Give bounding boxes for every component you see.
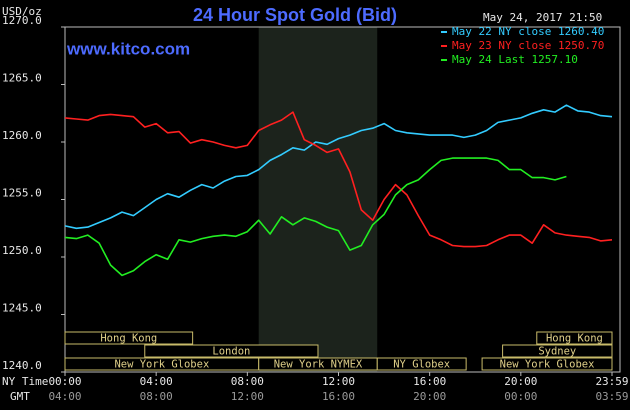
- y-tick-label: 1265.0: [2, 72, 42, 85]
- unit-label: USD/oz: [2, 5, 42, 18]
- series-line: [64, 157, 567, 277]
- session-label: Hong Kong: [546, 333, 603, 345]
- session-label: New York Globex: [114, 359, 209, 371]
- x-tick-label: 12:00: [322, 375, 355, 388]
- gmt-tick-label: 00:00: [504, 390, 537, 403]
- session-box: [536, 331, 613, 345]
- session-label: Hong Kong: [100, 333, 157, 345]
- session-label: New York Globex: [500, 359, 595, 371]
- y-tick-label: 1270.0: [2, 14, 42, 27]
- session-box: [481, 357, 613, 371]
- shaded-range: [258, 27, 378, 372]
- series-line: [64, 104, 613, 230]
- session-label: NY Globex: [393, 359, 450, 371]
- y-tick-label: 1245.0: [2, 302, 42, 315]
- x-tick-label: 23:59: [595, 375, 628, 388]
- legend-label: May 22 NY close 1260.40: [452, 25, 604, 38]
- chart-title: 24 Hour Spot Gold (Bid): [193, 5, 397, 25]
- legend-label: May 24 Last 1257.10: [452, 53, 578, 66]
- session-label: London: [212, 346, 250, 358]
- session-box: [144, 344, 319, 358]
- x-tick-label: 20:00: [504, 375, 537, 388]
- x-tick-label: 00:00: [48, 375, 81, 388]
- x-tick-label: 16:00: [413, 375, 446, 388]
- y-tick-label: 1255.0: [2, 187, 42, 200]
- gmt-tick-label: 04:00: [48, 390, 81, 403]
- session-box: [502, 344, 613, 358]
- session-box: [376, 357, 467, 371]
- session-label: New York NYMEX: [274, 359, 363, 371]
- x-tick-label: 04:00: [140, 375, 173, 388]
- gmt-tick-label: 20:00: [413, 390, 446, 403]
- series-line: [64, 111, 613, 248]
- site-label: www.kitco.com: [66, 39, 190, 58]
- session-box: [64, 331, 194, 345]
- legend-label: May 23 NY close 1250.70: [452, 39, 604, 52]
- session-label: Sydney: [538, 346, 576, 358]
- gmt-tick-label: 12:00: [231, 390, 264, 403]
- gmt-tick-label: 08:00: [140, 390, 173, 403]
- timestamp: May 24, 2017 21:50: [483, 11, 602, 24]
- y-tick-label: 1250.0: [2, 244, 42, 257]
- y-tick-label: 1260.0: [2, 129, 42, 142]
- y-tick-label: 1240.0: [2, 359, 42, 372]
- x-tick-label: 08:00: [231, 375, 264, 388]
- x-row-label: NY Time: [2, 375, 48, 388]
- gmt-tick-label: 16:00: [322, 390, 355, 403]
- x-row-label: GMT: [10, 390, 30, 403]
- gmt-tick-label: 03:59: [595, 390, 628, 403]
